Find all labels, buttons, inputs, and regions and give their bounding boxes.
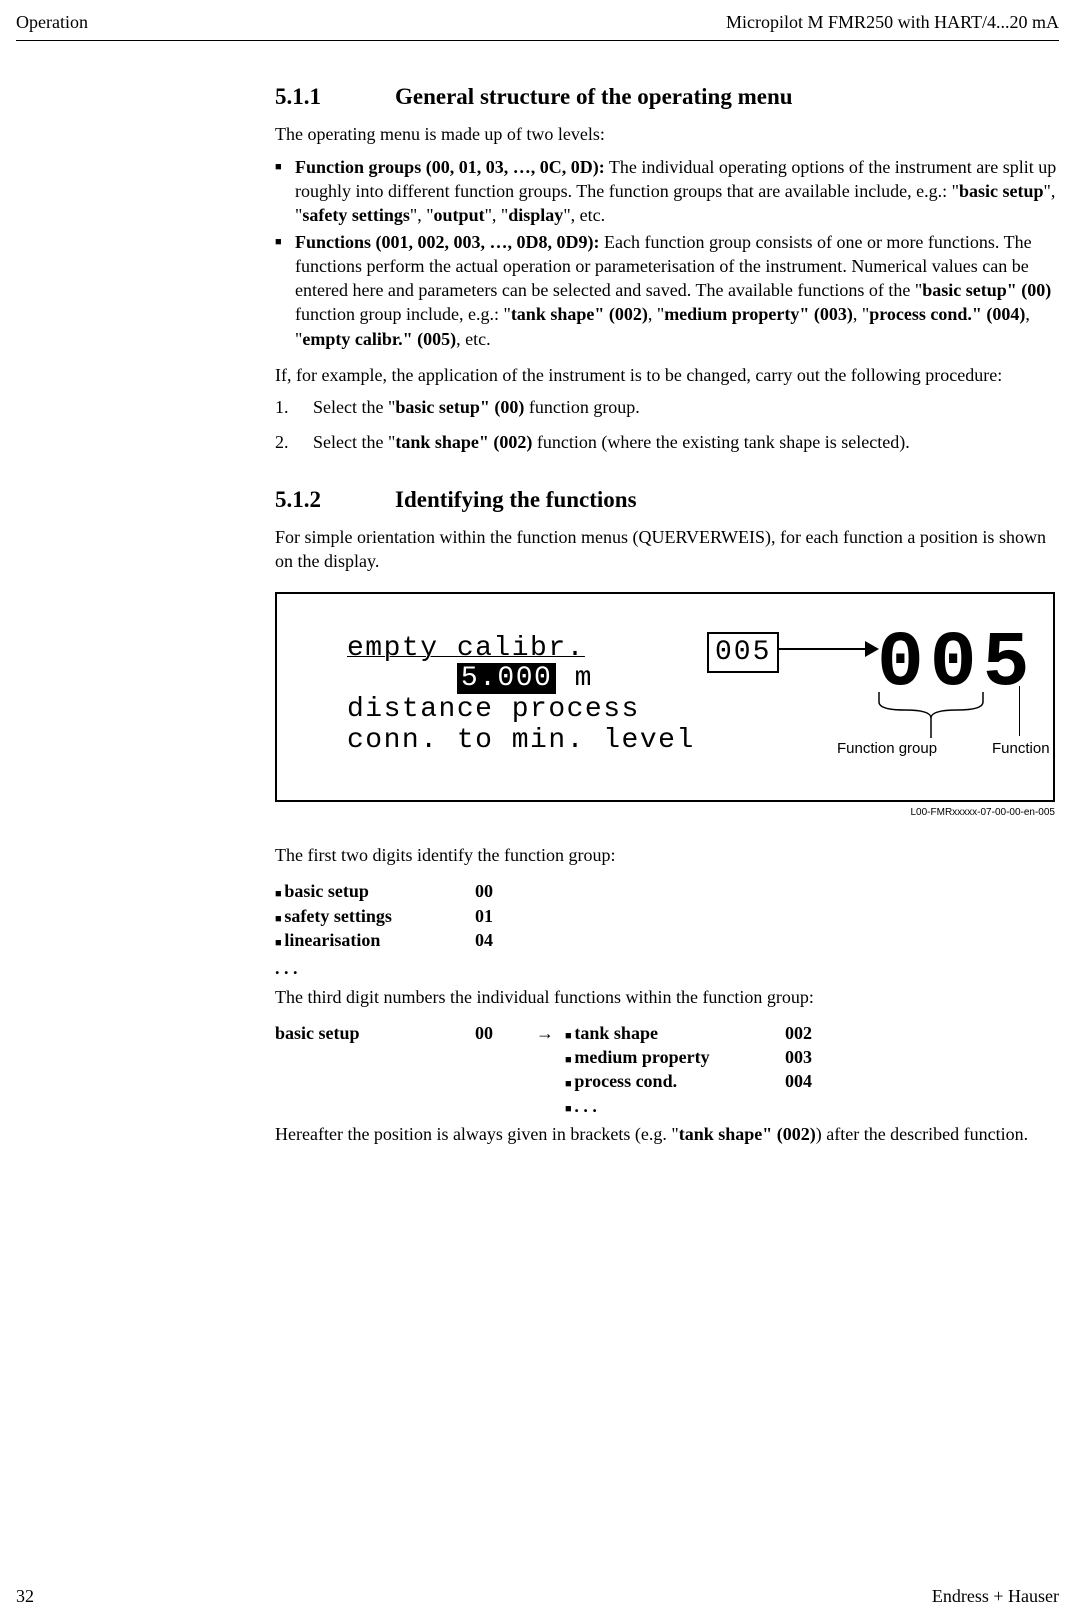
arrow-icon: → bbox=[525, 1021, 565, 1045]
para-first-two-digits: The first two digits identify the functi… bbox=[275, 843, 1059, 867]
para-third-digit: The third digit numbers the individual f… bbox=[275, 985, 1059, 1009]
lead-1: Function groups (00, 01, 03, …, 0C, 0D): bbox=[295, 157, 605, 177]
para-511-example: If, for example, the application of the … bbox=[275, 363, 1059, 387]
function-group-table: basic setup00 safety settings01 linearis… bbox=[275, 879, 1059, 952]
lcd-display: empty calibr. 5.000 m distance process c… bbox=[347, 634, 695, 757]
table-row: x . . . bbox=[275, 1094, 1059, 1118]
heading-512-num: 5.1.2 bbox=[275, 484, 395, 515]
table-row: basic setup 00 → tank shape 002 bbox=[275, 1021, 1059, 1045]
table-row: safety settings01 bbox=[275, 904, 1059, 928]
label-function-group: Function group bbox=[837, 739, 937, 759]
heading-512: 5.1.2Identifying the functions bbox=[275, 484, 1059, 515]
figure-caption: L00-FMRxxxxx-07-00-00-en-005 bbox=[275, 806, 1055, 820]
heading-511: 5.1.1General structure of the operating … bbox=[275, 81, 1059, 112]
lead-2: Functions (001, 002, 003, …, 0D8, 0D9): bbox=[295, 232, 600, 252]
bullet-list-511: Function groups (00, 01, 03, …, 0C, 0D):… bbox=[275, 155, 1059, 351]
table-row: basic setup00 bbox=[275, 879, 1059, 903]
display-figure: empty calibr. 5.000 m distance process c… bbox=[275, 592, 1055, 802]
heading-511-num: 5.1.1 bbox=[275, 81, 395, 112]
brace-icon bbox=[877, 690, 997, 740]
page-number: 32 bbox=[16, 1584, 34, 1608]
table-row: linearisation04 bbox=[275, 928, 1059, 952]
header-right: Micropilot M FMR250 with HART/4...20 mA bbox=[726, 10, 1059, 34]
heading-512-title: Identifying the functions bbox=[395, 487, 637, 512]
arrow-line bbox=[777, 648, 867, 650]
ellipsis: . . . bbox=[275, 956, 1059, 980]
ordered-steps: Select the "basic setup" (00) function g… bbox=[275, 395, 1059, 454]
ellipsis: . . . bbox=[565, 1094, 785, 1118]
table-row: x medium property 003 bbox=[275, 1045, 1059, 1069]
bullet-function-groups: Function groups (00, 01, 03, …, 0C, 0D):… bbox=[275, 155, 1059, 228]
function-mapping-table: basic setup 00 → tank shape 002 x medium… bbox=[275, 1021, 1059, 1118]
bullet-functions: Functions (001, 002, 003, …, 0D8, 0D9): … bbox=[275, 230, 1059, 351]
heading-511-title: General structure of the operating menu bbox=[395, 84, 793, 109]
code-small: 005 bbox=[707, 632, 779, 674]
label-function: Function bbox=[992, 739, 1050, 759]
header-left: Operation bbox=[16, 10, 88, 34]
step-2: Select the "tank shape" (002) function (… bbox=[275, 430, 1059, 454]
function-pointer-line bbox=[1019, 686, 1020, 736]
step-1: Select the "basic setup" (00) function g… bbox=[275, 395, 1059, 419]
footer-brand: Endress + Hauser bbox=[932, 1584, 1059, 1608]
para-hereafter: Hereafter the position is always given i… bbox=[275, 1122, 1059, 1146]
para-512-intro: For simple orientation within the functi… bbox=[275, 525, 1059, 574]
para-511-intro: The operating menu is made up of two lev… bbox=[275, 122, 1059, 146]
page-footer: 32 Endress + Hauser bbox=[16, 1584, 1059, 1608]
page-header: Operation Micropilot M FMR250 with HART/… bbox=[0, 0, 1075, 40]
table-row: x process cond. 004 bbox=[275, 1069, 1059, 1093]
page-content: 5.1.1General structure of the operating … bbox=[0, 41, 1075, 1146]
